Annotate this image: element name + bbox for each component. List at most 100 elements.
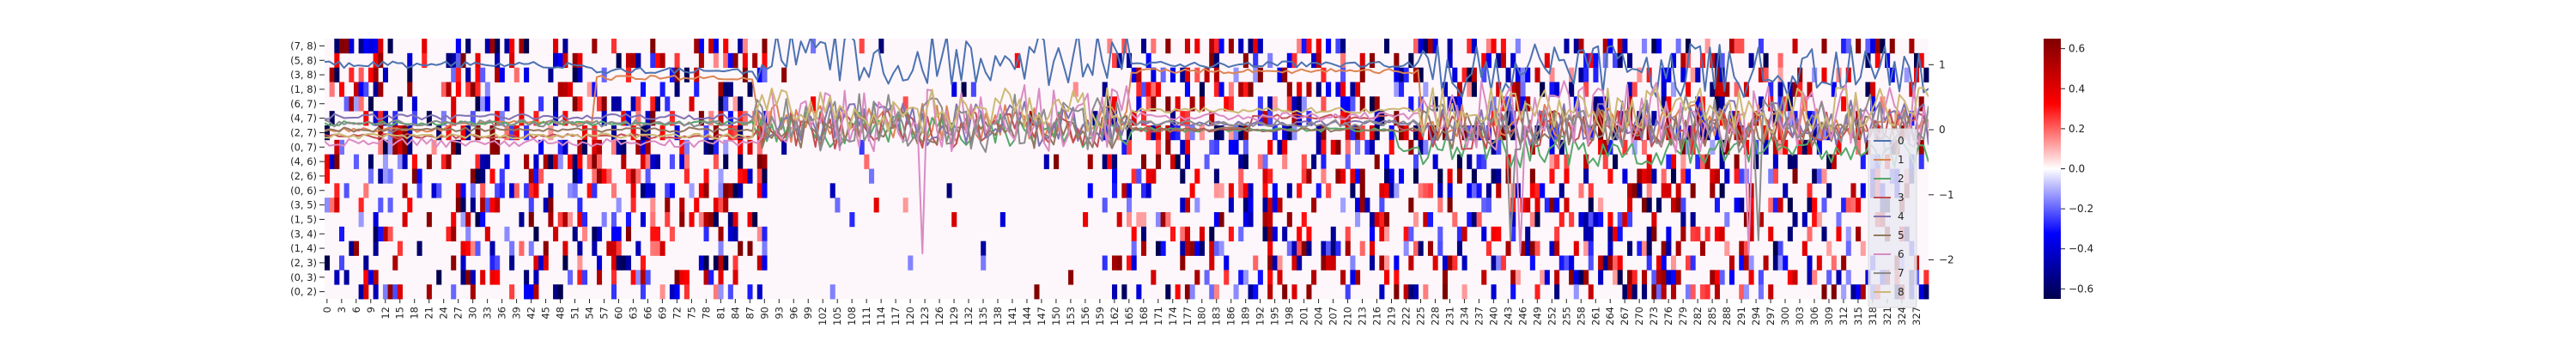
heatmap-cell [392,139,398,155]
heatmap-cell [1398,168,1405,184]
heatmap-cell [1267,284,1273,300]
heatmap-cell [732,270,738,285]
heatmap-cell [1821,125,1827,141]
heatmap-cell [1242,139,1249,155]
row-label: (5, 8) [290,54,317,66]
heatmap-cell [1413,125,1419,141]
heatmap-cell [1297,240,1303,256]
heatmap-cell [1345,154,1351,169]
heatmap-cell [1719,139,1725,155]
heatmap-cell [484,154,490,169]
heatmap-cell [1836,212,1842,228]
heatmap-cell [1797,82,1803,97]
heatmap-cell [1326,240,1332,256]
column-label: 303 [1794,307,1806,326]
heatmap-cell [1821,39,1827,54]
heatmap-cell [1865,270,1871,285]
heatmap-cell [1370,212,1376,228]
heatmap-cell [1549,154,1555,169]
heatmap-cell [1753,154,1759,169]
heatmap-cell [1224,255,1230,271]
heatmap-cell [1510,284,1516,300]
heatmap-cell [1734,154,1740,169]
heatmap-cell [1666,270,1672,285]
heatmap-cell [1758,67,1764,82]
heatmap-cell [1588,198,1594,213]
heatmap-cell [1461,226,1467,242]
heatmap-cell [446,52,452,69]
heatmap-cell [1112,284,1118,300]
heatmap-cell [343,39,349,54]
heatmap-cell [1423,284,1429,300]
column-label: 267 [1619,307,1631,326]
heatmap-cell [562,52,568,69]
column-label: 309 [1823,307,1835,326]
heatmap-cell [1286,96,1292,112]
heatmap-cell [586,183,592,198]
heatmap-cell [465,125,471,141]
heatmap-cell [533,154,539,169]
series-line-0 [325,39,1929,99]
heatmap-cell [616,198,622,213]
heatmap-cell [762,240,768,256]
heatmap-cell [703,183,709,198]
heatmap-cell [601,111,607,126]
heatmap-cell [1923,284,1929,300]
heatmap-cell [616,255,622,271]
heatmap-cell [1213,82,1219,97]
heatmap-cell [747,212,753,228]
heatmap-cell [1558,255,1564,271]
heatmap-cell [1242,154,1249,169]
column-label: 228 [1429,307,1441,326]
heatmap-cell [1355,212,1361,228]
heatmap-cell [781,139,787,155]
heatmap-cell [1291,255,1297,271]
heatmap-column-labels: 0 3 6 9 12 15 18 21 24 27 30 33 36 39 42 45 48 51 54 57 60 63… [321,299,1923,326]
heatmap-cell [1748,270,1754,285]
heatmap-cell [1841,284,1847,300]
heatmap-cell [1456,154,1462,169]
heatmap-cell [358,284,364,300]
heatmap-cell [1646,198,1652,213]
heatmap-cell [762,67,768,82]
column-label: 54 [584,307,596,320]
heatmap-cell [630,270,636,285]
heatmap-cell [1068,270,1074,285]
column-label: 225 [1414,307,1426,326]
heatmap-cell [1127,139,1133,155]
heatmap-cell [970,82,976,97]
column-label: 6 [350,307,362,313]
heatmap-cell [1675,270,1681,285]
heatmap-cell [1685,168,1692,184]
heatmap-cell [1918,52,1924,69]
heatmap-cell [1447,255,1453,271]
heatmap-cell [1617,226,1623,242]
heatmap-cell [577,96,583,112]
heatmap-cell [1710,82,1716,97]
heatmap-cell [1388,168,1394,184]
heatmap-cell [1826,270,1832,285]
heatmap-cell [640,125,646,141]
heatmap-cell [1184,125,1190,141]
heatmap-cell [1267,255,1273,271]
heatmap-cell [718,270,724,285]
heatmap-cell [1593,212,1599,228]
column-label: 60 [612,307,624,320]
column-label: 300 [1779,307,1791,326]
heatmap-cell [1544,270,1550,285]
heatmap-cell [572,52,578,69]
heatmap-cell [1306,82,1312,97]
heatmap-cell [1427,212,1434,228]
heatmap-cell [1816,139,1822,155]
heatmap-cell [1613,226,1619,242]
heatmap-cell [596,226,603,242]
heatmap-cell [1467,39,1473,54]
heatmap-cell [1646,154,1652,169]
heatmap-cell [1690,67,1696,82]
heatmap-cell [1865,39,1871,54]
heatmap-cell [762,255,768,271]
heatmap-cell [1617,52,1623,69]
heatmap-cell [611,226,617,242]
heatmap-cell [572,183,578,198]
heatmap-cell [592,183,598,198]
